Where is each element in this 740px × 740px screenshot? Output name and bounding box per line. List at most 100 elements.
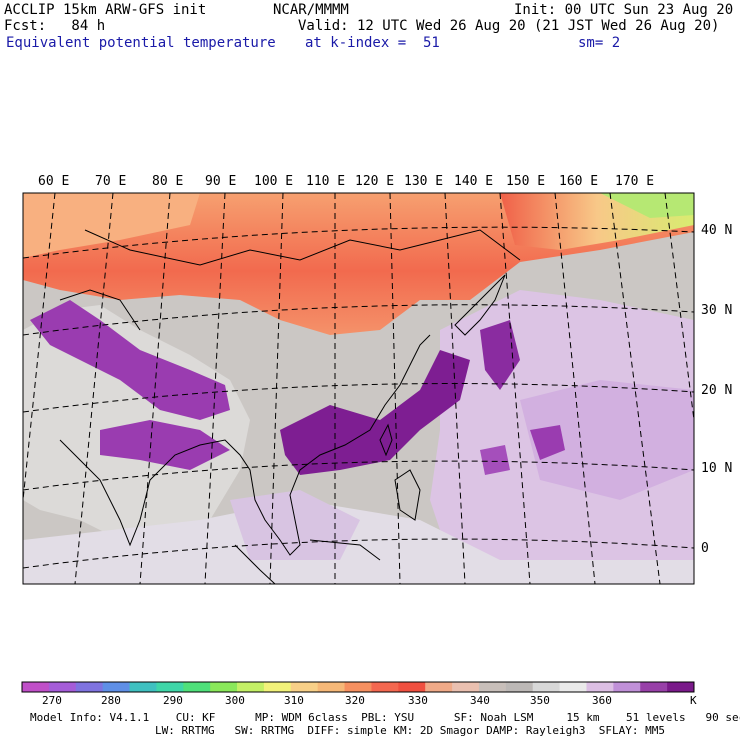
warm-band-northwest bbox=[23, 193, 200, 258]
valid-time: Valid: 12 UTC Wed 26 Aug 20 (21 JST Wed … bbox=[298, 18, 720, 34]
lon-label: 120 E bbox=[355, 174, 394, 189]
indochina-purple bbox=[230, 490, 360, 560]
colorbar-tick-label: 340 bbox=[470, 694, 490, 707]
coastline-philippines bbox=[394, 469, 421, 521]
map-frame bbox=[22, 192, 695, 585]
colorbar-swatch bbox=[532, 682, 561, 692]
lat-label: 0 bbox=[701, 541, 709, 556]
model-title: ACCLIP 15km ARW-GFS init bbox=[4, 2, 207, 18]
colorbar-swatch bbox=[48, 682, 77, 692]
colorbar-swatch bbox=[478, 682, 507, 692]
pacific-mid-purple bbox=[520, 380, 694, 500]
monsoon-core-himalaya bbox=[30, 300, 230, 420]
colorbar-swatch bbox=[317, 682, 346, 692]
southern-ocean bbox=[23, 500, 694, 584]
lat-label: 10 N bbox=[701, 461, 732, 476]
colorbar-swatch bbox=[290, 682, 319, 692]
colorbar-swatch bbox=[237, 682, 265, 692]
colorbar-labels: 270 280 290 300 310 320 330 340 350 360 … bbox=[42, 694, 697, 707]
lon-label: 160 E bbox=[559, 174, 598, 189]
colorbar-tick-label: 270 bbox=[42, 694, 62, 707]
meridian-120e bbox=[389, 193, 401, 584]
colorbar-swatch bbox=[667, 682, 695, 692]
lon-label: 80 E bbox=[152, 174, 183, 189]
meridian-100e bbox=[269, 193, 284, 584]
coastline-asia bbox=[59, 334, 431, 556]
meridian-130e bbox=[444, 193, 466, 584]
coastline-taiwan bbox=[379, 423, 393, 457]
colorbar-swatch bbox=[183, 682, 211, 692]
colorbar-swatch bbox=[398, 682, 426, 692]
lon-label: 140 E bbox=[454, 174, 493, 189]
colorbar-swatch bbox=[22, 682, 50, 692]
lon-label: 130 E bbox=[404, 174, 443, 189]
lon-label: 60 E bbox=[38, 174, 69, 189]
meridian-170e bbox=[664, 193, 694, 421]
lat-labels: 40 N 30 N 20 N 10 N 0 bbox=[701, 223, 732, 556]
coastline-sumatra bbox=[234, 544, 276, 584]
forecast-hour: Fcst: 84 h bbox=[4, 18, 106, 34]
lat-label: 20 N bbox=[701, 383, 732, 398]
colorbar-tick-label: 300 bbox=[225, 694, 245, 707]
colorbar-unit: K bbox=[690, 694, 697, 707]
meridian-140e bbox=[499, 193, 531, 584]
colorbar-tick-label: 290 bbox=[163, 694, 183, 707]
parallel-20n bbox=[23, 383, 694, 413]
colorbar-swatch bbox=[505, 682, 534, 692]
light-region-india bbox=[23, 305, 250, 540]
lon-label: 100 E bbox=[254, 174, 293, 189]
organization: NCAR/MMMM bbox=[273, 2, 349, 18]
smoothing: sm= 2 bbox=[578, 35, 621, 51]
coastlines bbox=[59, 229, 521, 584]
colorbar-tick-label: 330 bbox=[408, 694, 428, 707]
meridian-80e bbox=[139, 193, 171, 584]
lon-labels: 60 E 70 E 80 E 90 E 100 E 110 E 120 E 13… bbox=[38, 174, 654, 189]
colorbar-swatch bbox=[640, 682, 668, 692]
colorbar-swatch bbox=[102, 682, 131, 692]
monsoon-core-bay bbox=[100, 420, 230, 470]
parallel-30n bbox=[23, 304, 694, 336]
lon-label: 70 E bbox=[95, 174, 126, 189]
lon-label: 90 E bbox=[205, 174, 236, 189]
pacific-cell-2 bbox=[530, 425, 565, 460]
parallel-40n bbox=[23, 226, 694, 259]
colorbar-tick-label: 310 bbox=[284, 694, 304, 707]
colorbar-tick-label: 360 bbox=[592, 694, 612, 707]
lon-label: 170 E bbox=[615, 174, 654, 189]
meridian-150e bbox=[554, 193, 596, 584]
model-info-line1: Model Info: V4.1.1 CU: KF MP: WDM 6class… bbox=[30, 711, 740, 724]
lat-label: 40 N bbox=[701, 223, 732, 238]
graticule bbox=[23, 193, 694, 584]
colorbar-frame bbox=[21, 681, 695, 693]
monsoon-core-south-china bbox=[280, 350, 470, 475]
colorbar-swatch bbox=[371, 682, 399, 692]
colorbar-swatch bbox=[425, 682, 453, 692]
colorbar-swatch bbox=[210, 682, 238, 692]
meridian-60e bbox=[23, 193, 56, 501]
border-mongolia bbox=[84, 229, 521, 266]
lon-label: 110 E bbox=[306, 174, 345, 189]
coastline-japan bbox=[454, 274, 506, 336]
colorbar-swatch bbox=[613, 682, 641, 692]
border-pakistan bbox=[59, 289, 141, 331]
parallel-10n bbox=[23, 460, 694, 491]
pacific-cell-3 bbox=[480, 445, 510, 475]
colorbar-swatch bbox=[586, 682, 614, 692]
colorbar-swatch bbox=[129, 682, 157, 692]
coastline-borneo bbox=[309, 539, 381, 561]
pacific-cell-1 bbox=[480, 320, 520, 390]
colorbar-swatch bbox=[263, 682, 292, 692]
colorbar-tick-label: 350 bbox=[530, 694, 550, 707]
colorbar-tick-label: 280 bbox=[101, 694, 121, 707]
level-index: at k-index = 51 bbox=[305, 35, 440, 51]
colorbar-tick-label: 320 bbox=[345, 694, 365, 707]
parallel-0 bbox=[23, 538, 694, 569]
lon-label: 150 E bbox=[506, 174, 545, 189]
lat-label: 30 N bbox=[701, 303, 732, 318]
init-time: Init: 00 UTC Sun 23 Aug 20 bbox=[514, 2, 734, 18]
colorbar-swatch bbox=[452, 682, 480, 692]
cool-patch-northeast bbox=[600, 193, 694, 218]
colorbar-swatch bbox=[156, 682, 184, 692]
